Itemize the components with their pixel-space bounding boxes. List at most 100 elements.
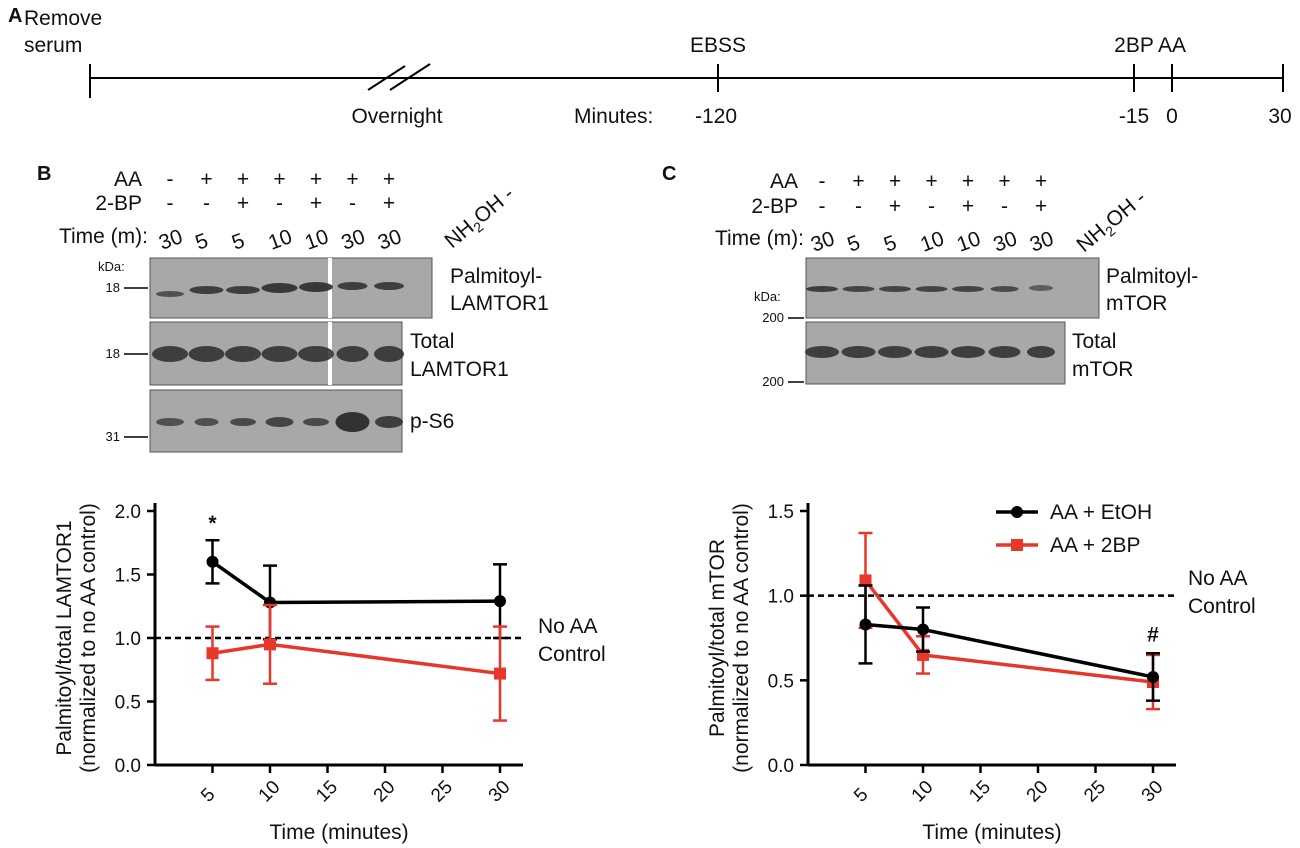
lane-time-label: 30 [338,225,368,255]
significance-annotation: # [1147,623,1159,646]
blot-label-lamtor1: LAMTOR1 [450,292,549,315]
x-tick-label: 5 [197,784,219,806]
panel-b: B AA 2-BP Time (m): - + + + + + +- - + - + - +30 5 5 10… [37,163,549,453]
lane-time-label: 30 [990,227,1020,257]
aa-sign: + [310,168,322,191]
2bp-sign: + [889,195,901,218]
2bp-sign: - [276,192,283,215]
blot-band [374,282,404,290]
blot-band [878,346,912,358]
blot-band [842,286,875,292]
aa-sign: - [819,170,826,193]
x-tick-label: 5 [850,784,872,806]
lane-time-label: 10 [302,225,332,255]
y-tick-label: 1.0 [115,629,141,650]
blot-band [156,291,184,297]
blot-band [261,346,298,362]
data-point [264,638,276,651]
panel-c: C AA 2-BP Time (m): - + + + + + +- - + - + - +30 5 5 10… [662,163,1198,389]
lane-time-label: 5 [881,231,900,257]
blot-band [188,346,225,362]
blot-band [225,346,261,362]
2bp-sign: + [962,195,974,218]
x-tick-label: 20 [1023,777,1053,807]
x-axis-label: Time (minutes) [269,821,408,844]
b-lane-headers: - + + + + + +- - + - + - +30 5 5 10 10 30 30 [156,168,405,255]
marker-18-b: 18 [106,346,120,361]
chart-mtor: 0.0 0.5 1.0 1.5 5 10 15 20 25 30 Time (minutes) Pal… [706,501,1178,844]
blot-band [303,418,329,426]
x-tick-label: 30 [485,777,515,807]
blot-band [156,418,184,426]
y-tick-label: 1.5 [115,566,141,587]
2bp-row-label: 2-BP [95,192,142,215]
y-tick-label: 0.0 [768,756,794,777]
aa-sign: + [1035,170,1047,193]
2bp-sign: - [1001,195,1008,218]
aa-sign: - [167,168,174,191]
blot-band [879,286,911,292]
x-tick-label: 10 [908,777,938,807]
time-row-label: Time (m): [715,227,804,250]
x-tick-label: 30 [1138,777,1168,807]
blot-band [265,417,294,427]
blot-band [951,346,985,358]
aa-sign: + [925,170,937,193]
x-tick-label: 20 [370,777,400,807]
time-row-label: Time (m): [59,225,148,248]
2bp-sign: - [349,192,356,215]
y-tick-label: 1.0 [768,587,794,608]
data-point [917,623,929,636]
lane-time-label: 5 [192,229,211,255]
panel-a-label: A [8,5,22,27]
blot-label-total-mtor: mTOR [1072,358,1133,381]
blot-band [841,346,876,358]
legend-marker [1011,539,1023,551]
y-axis-label: Palmitoyl/total LAMTOR1 [53,520,76,755]
aa-event-label: AA [1158,34,1186,57]
blot-label-mtor: mTOR [1106,292,1167,315]
legend-marker [1011,506,1023,518]
lane-time-label: 10 [954,227,984,257]
lane-time-label: 30 [1027,227,1057,257]
panel-b-label: B [37,163,51,185]
overnight-label: Overnight [351,105,442,128]
data-point [1147,670,1159,683]
significance-annotation: * [208,512,217,535]
aa-sign: + [346,168,358,191]
2bp-sign: + [1035,195,1047,218]
2bp-sign: - [855,195,862,218]
aa-sign: + [998,170,1010,193]
blot-label-total: Total [410,330,454,353]
blot-band [805,346,839,358]
2bp-sign: + [310,192,322,215]
x-tick-label: 25 [1080,777,1110,807]
2bp-event-label: 2BP [1114,34,1154,57]
ebss-label: EBSS [690,34,746,57]
y-tick-label: 0.5 [115,693,141,714]
aa-sign: + [200,168,212,191]
tick-label-minus-120: -120 [695,105,737,128]
x-axis-label: Time (minutes) [922,821,1061,844]
blot-band [988,346,1021,358]
c-blot-bands [805,285,1055,358]
lane-time-label: 30 [375,225,405,255]
y-axis-label-2: (normalized to no AA control) [77,503,100,773]
tick-label-0: 0 [1166,105,1178,128]
y-tick-label: 0.0 [115,756,141,777]
data-point [859,574,872,587]
series-line-aa-etoh [865,622,1154,679]
panel-c-label: C [662,163,676,185]
aa-row-label: AA [770,170,798,193]
tick-label-minus-15: -15 [1119,105,1149,128]
blot-label-total-lamtor1: LAMTOR1 [410,358,509,381]
aa-sign: + [273,168,285,191]
marker-18-a: 18 [106,280,120,295]
kda-label: kDa: [754,289,781,304]
blot-band [914,346,949,358]
blot-band [374,346,404,362]
blot-band [1029,285,1053,291]
blot-band [298,346,334,362]
2bp-sign: - [203,192,210,215]
blot-label-palmitoyl: Palmitoyl- [1106,265,1198,288]
